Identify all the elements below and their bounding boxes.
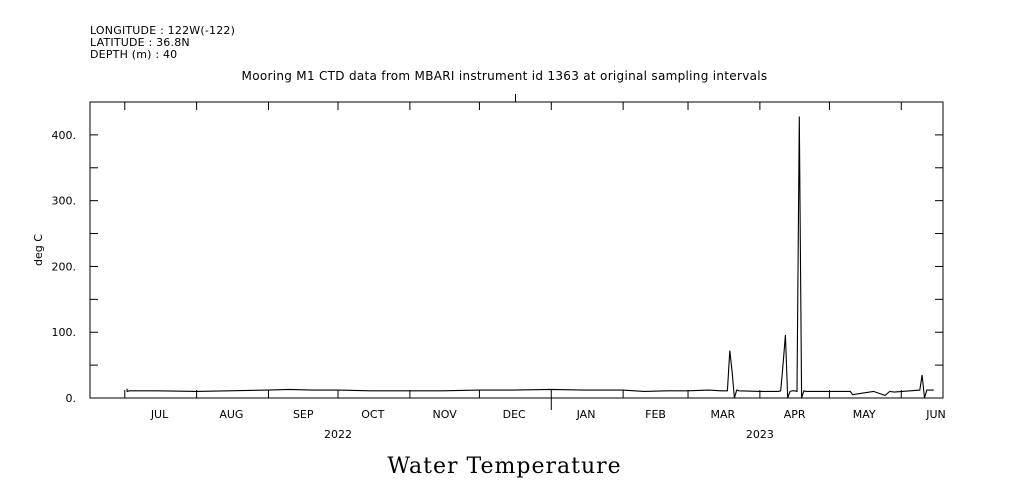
y-axis: 0. 100. 200. 300. 400. (52, 101, 943, 405)
chart-title: Mooring M1 CTD data from MBARI instrumen… (241, 69, 768, 83)
x-tick-label: JUN (925, 408, 946, 421)
x-tick-label: AUG (219, 408, 243, 421)
latitude-label: LATITUDE : 36.8N (90, 36, 190, 49)
plot-border (89, 101, 944, 399)
x-tick-label: DEC (503, 408, 526, 421)
y-tick-label: 400. (52, 129, 77, 142)
x-tick-label: MAR (710, 408, 735, 421)
y-tick-label: 200. (52, 260, 77, 273)
depth-label: DEPTH (m) : 40 (90, 48, 178, 61)
temperature-line (126, 116, 934, 399)
y-tick-label: 100. (52, 326, 77, 339)
x-tick-label: SEP (293, 408, 314, 421)
series-group (126, 116, 934, 399)
x-tick-label: APR (784, 408, 806, 421)
x-tick-label: OCT (361, 408, 384, 421)
plot-frame (89, 94, 944, 399)
x-tick-label: NOV (433, 408, 458, 421)
longitude-label: LONGITUDE : 122W(-122) (90, 24, 236, 37)
bottom-title: Water Temperature (387, 454, 622, 479)
x-tick-label: MAY (853, 408, 876, 421)
y-axis-label: deg C (32, 234, 45, 266)
year-label: 2022 (324, 428, 352, 441)
x-axis: JUL AUG SEP OCT NOV DEC JAN FEB MAR APR MAY JUN 2022… (124, 102, 946, 441)
x-tick-label: FEB (645, 408, 666, 421)
x-tick-label: JAN (576, 408, 596, 421)
year-label: 2023 (746, 428, 774, 441)
y-tick-label: 300. (52, 195, 77, 208)
x-tick-label: JUL (150, 408, 169, 421)
y-tick-label: 0. (66, 392, 77, 405)
